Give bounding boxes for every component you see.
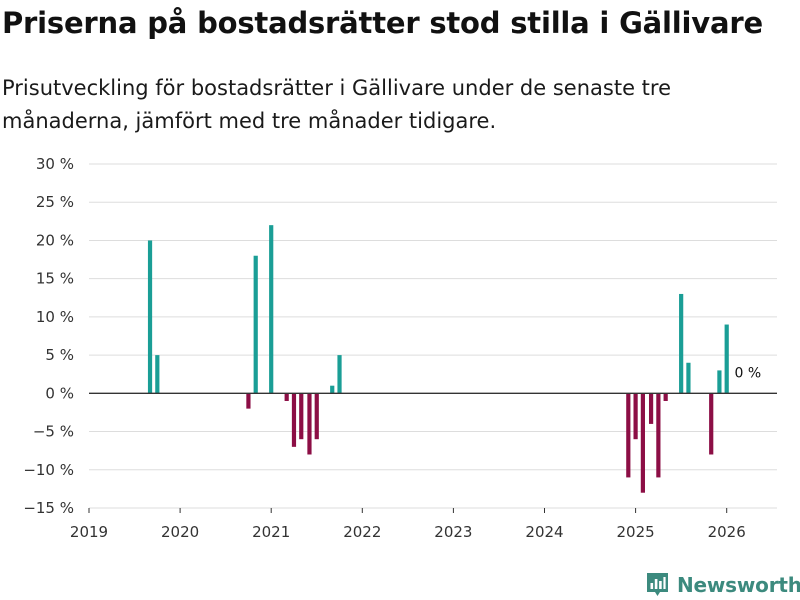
x-tick-label: 2021 xyxy=(252,523,290,541)
annotations: 0 % xyxy=(734,365,761,381)
bar xyxy=(253,255,258,394)
y-tick-label: 5 % xyxy=(45,346,74,364)
bar xyxy=(269,225,274,394)
y-tick-label: 0 % xyxy=(45,384,74,402)
grid-lines xyxy=(89,163,777,509)
y-tick-label: 20 % xyxy=(36,231,74,249)
y-tick-label: 30 % xyxy=(36,155,74,173)
x-tick-label: 2022 xyxy=(343,523,381,541)
chart-title: Priserna på bostadsrätter stod stilla i … xyxy=(2,6,763,40)
bar xyxy=(724,324,729,394)
bar xyxy=(663,393,668,401)
bar xyxy=(307,393,312,455)
y-tick-label: 25 % xyxy=(36,193,74,211)
latest-value-label: 0 % xyxy=(734,365,761,381)
bar xyxy=(147,240,153,394)
x-tick-label: 2019 xyxy=(70,523,108,541)
bar xyxy=(633,393,638,440)
bar xyxy=(299,393,304,440)
bar xyxy=(284,393,289,401)
bar xyxy=(337,355,342,394)
x-tick-label: 2025 xyxy=(617,523,655,541)
x-axis: 2019 2020 2021 2022 2023 2024 2025 2026 xyxy=(70,508,746,541)
x-tick-label: 2023 xyxy=(434,523,472,541)
x-tick-label: 2020 xyxy=(161,523,199,541)
y-tick-label: −5 % xyxy=(33,423,74,441)
bar xyxy=(686,362,691,394)
newsworthy-logo-icon xyxy=(647,573,668,596)
y-tick-label: 15 % xyxy=(36,270,74,288)
bar xyxy=(648,393,654,424)
bars xyxy=(147,225,729,493)
y-axis-labels: 30 % 25 % 20 % 15 % 10 % 5 % 0 % −5 % −10 % −15 % xyxy=(23,155,74,517)
bar xyxy=(679,293,684,394)
bar xyxy=(626,393,631,478)
bar xyxy=(640,393,645,493)
bar xyxy=(709,393,714,455)
brand-name: Newsworthy xyxy=(677,572,800,597)
x-tick-label: 2024 xyxy=(525,523,563,541)
y-tick-label: 10 % xyxy=(36,308,74,326)
y-tick-label: −10 % xyxy=(23,461,74,479)
bar xyxy=(291,393,297,447)
bar xyxy=(246,393,251,409)
bar xyxy=(155,355,160,394)
bar xyxy=(314,393,319,440)
bar xyxy=(330,385,335,394)
bar xyxy=(717,370,722,394)
chart-subtitle: Prisutveckling för bostadsrätter i Gälli… xyxy=(2,76,671,133)
y-tick-label: −15 % xyxy=(23,499,74,517)
bar xyxy=(656,393,661,478)
brand-logo: Newsworthy xyxy=(645,571,800,598)
x-tick-label: 2026 xyxy=(708,523,746,541)
